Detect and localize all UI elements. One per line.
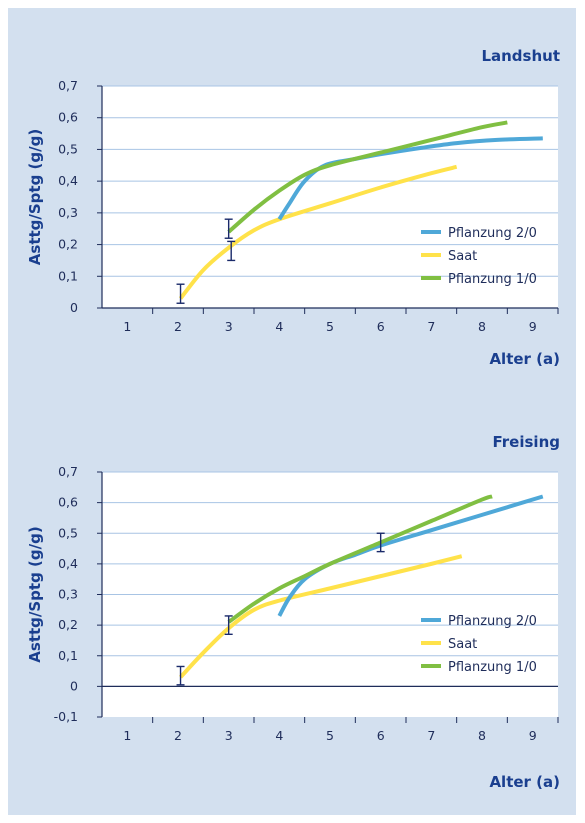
x-tick-label: 8 xyxy=(478,319,486,334)
series-line-1 xyxy=(178,164,458,300)
x-tick-label: 6 xyxy=(377,728,385,743)
x-tick-label: 2 xyxy=(174,319,182,334)
error-bar xyxy=(376,532,385,553)
y-tick-label: 0,4 xyxy=(58,556,78,571)
legend-label: Saat xyxy=(448,249,477,264)
y-tick-label: 0,7 xyxy=(58,464,78,479)
plot-area xyxy=(102,86,558,308)
y-tick-label: 0,3 xyxy=(58,587,78,602)
legend-label: Pflanzung 1/0 xyxy=(448,272,537,287)
x-tick-label: 6 xyxy=(377,319,385,334)
chart-1: -0,1 0 0,1 0,2 0,3 0,4 0,5 0,6 0,7 1 2 3 4 5 6 7 8 9 Pflan… xyxy=(26,433,560,791)
chart-title: Landshut xyxy=(481,47,560,65)
x-axis-label: Alter (a) xyxy=(489,773,560,791)
error-bar xyxy=(176,283,185,304)
chart-title: Freising xyxy=(493,433,561,451)
x-tick-label: 7 xyxy=(427,319,435,334)
y-axis-label: Asttg/Sptg (g/g) xyxy=(26,129,44,265)
legend-label: Pflanzung 2/0 xyxy=(448,226,537,241)
x-tick-label: 9 xyxy=(529,319,537,334)
legend-label: Pflanzung 2/0 xyxy=(448,614,537,629)
y-tick-label: -0,1 xyxy=(54,709,78,724)
y-tick-label: 0,6 xyxy=(58,495,78,510)
series-line-2 xyxy=(227,120,508,234)
x-tick-label: 1 xyxy=(123,319,131,334)
chart-0: 0 0,1 0,2 0,3 0,4 0,5 0,6 0,7 1 2 3 4 5 6 7 8 9 Pflanzung… xyxy=(26,47,560,368)
y-tick-label: 0 xyxy=(70,300,78,315)
legend-label: Saat xyxy=(448,637,477,652)
error-bar xyxy=(224,615,233,636)
y-tick-label: 0,1 xyxy=(58,648,78,663)
y-tick-label: 0,2 xyxy=(58,617,78,632)
y-tick-label: 0,5 xyxy=(58,141,78,156)
x-tick-label: 4 xyxy=(275,728,283,743)
y-tick-label: 0,7 xyxy=(58,78,78,93)
y-tick-label: 0,6 xyxy=(58,110,78,125)
error-bar xyxy=(224,218,233,239)
x-tick-label: 8 xyxy=(478,728,486,743)
x-tick-label: 3 xyxy=(225,319,233,334)
x-axis-label: Alter (a) xyxy=(489,350,560,368)
y-tick-label: 0,4 xyxy=(58,173,78,188)
x-tick-label: 5 xyxy=(326,319,334,334)
x-tick-label: 9 xyxy=(529,728,537,743)
x-tick-label: 5 xyxy=(326,728,334,743)
legend-label: Pflanzung 1/0 xyxy=(448,660,537,675)
y-tick-label: 0 xyxy=(70,678,78,693)
x-tick-label: 7 xyxy=(427,728,435,743)
x-tick-label: 4 xyxy=(275,319,283,334)
y-axis-label: Asttg/Sptg (g/g) xyxy=(26,526,44,662)
series-line-2 xyxy=(227,494,493,624)
y-tick-label: 0,2 xyxy=(58,237,78,252)
series-line-1 xyxy=(179,554,463,679)
y-tick-label: 0,1 xyxy=(58,268,78,283)
y-tick-label: 0,5 xyxy=(58,525,78,540)
x-tick-label: 2 xyxy=(174,728,182,743)
error-bar xyxy=(176,665,185,686)
y-tick-label: 0,3 xyxy=(58,205,78,220)
x-tick-label: 1 xyxy=(123,728,131,743)
x-tick-label: 3 xyxy=(225,728,233,743)
error-bar xyxy=(227,240,236,262)
